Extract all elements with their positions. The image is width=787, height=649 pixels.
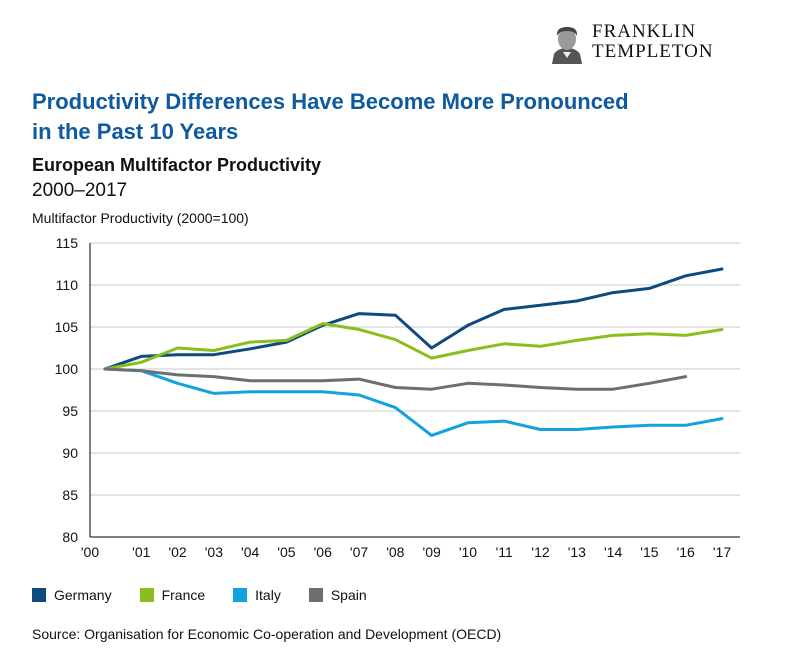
x-tick-label: '15 bbox=[640, 544, 658, 560]
series-line-italy bbox=[103, 367, 724, 437]
x-tick-label: '03 bbox=[205, 544, 223, 560]
chart-headline: Productivity Differences Have Become Mor… bbox=[32, 87, 732, 147]
legend-item-spain: Spain bbox=[308, 587, 367, 603]
logo-wordmark: FRANKLIN TEMPLETON bbox=[592, 22, 714, 62]
y-tick-label: 100 bbox=[55, 361, 79, 377]
legend-swatch bbox=[139, 588, 154, 602]
source-note: Source: Organisation for Economic Co-ope… bbox=[32, 626, 502, 642]
franklin-templeton-logo: FRANKLIN TEMPLETON bbox=[548, 22, 738, 66]
legend-swatch bbox=[308, 588, 323, 602]
legend-swatch bbox=[233, 588, 248, 602]
x-tick-label: '06 bbox=[314, 544, 332, 560]
y-axis-label: Multifactor Productivity (2000=100) bbox=[32, 210, 249, 226]
headline-line-1: Productivity Differences Have Become Mor… bbox=[32, 89, 629, 114]
x-tick-label: '12 bbox=[531, 544, 549, 560]
line-chart: 80 85 90 95 100 105 110 115 '00 '01 '02 '03 '04 '05 '0… bbox=[55, 235, 740, 560]
legend-label: France bbox=[161, 587, 206, 603]
x-tick-label: '00 bbox=[81, 544, 99, 560]
x-tick-label: '14 bbox=[604, 544, 622, 560]
legend-item-italy: Italy bbox=[233, 587, 281, 603]
legend-swatch bbox=[32, 588, 46, 602]
y-tick-label: 105 bbox=[55, 319, 79, 335]
x-tick-label: '08 bbox=[386, 544, 404, 560]
legend-label: Italy bbox=[255, 587, 281, 603]
chart-title: European Multifactor Productivity bbox=[32, 155, 322, 175]
y-tick-label: 110 bbox=[56, 277, 79, 293]
portrait-icon bbox=[548, 24, 586, 64]
y-tick-label: 95 bbox=[62, 403, 78, 419]
x-tick-label: '10 bbox=[459, 544, 477, 560]
y-tick-label: 80 bbox=[62, 529, 78, 545]
x-tick-label: '13 bbox=[568, 544, 586, 560]
x-tick-label: '11 bbox=[496, 544, 513, 560]
x-tick-label: '09 bbox=[423, 544, 441, 560]
headline-line-2: in the Past 10 Years bbox=[32, 119, 239, 144]
y-tick-label: 85 bbox=[62, 487, 78, 503]
x-tick-label: '04 bbox=[241, 544, 259, 560]
series-line-germany bbox=[103, 267, 724, 371]
y-tick-label: 90 bbox=[62, 445, 78, 461]
x-tick-label: '17 bbox=[713, 544, 731, 560]
legend: Germany France Italy Spain bbox=[32, 587, 395, 603]
x-tick-label: '05 bbox=[277, 544, 295, 560]
legend-label: Germany bbox=[54, 587, 112, 603]
legend-item-france: France bbox=[139, 587, 206, 603]
x-tick-label: '16 bbox=[677, 544, 695, 560]
x-tick-label: '01 bbox=[132, 544, 150, 560]
legend-item-germany: Germany bbox=[32, 587, 112, 603]
legend-label: Spain bbox=[330, 587, 367, 603]
x-tick-label: '02 bbox=[168, 544, 186, 560]
series-line-spain bbox=[103, 367, 688, 391]
x-tick-label: '07 bbox=[350, 544, 368, 560]
logo-line-2: TEMPLETON bbox=[592, 41, 714, 62]
series-line-france bbox=[103, 322, 724, 371]
y-tick-label: 115 bbox=[56, 235, 79, 251]
date-range: 2000–2017 bbox=[32, 180, 128, 201]
logo-line-1: FRANKLIN bbox=[592, 21, 697, 42]
